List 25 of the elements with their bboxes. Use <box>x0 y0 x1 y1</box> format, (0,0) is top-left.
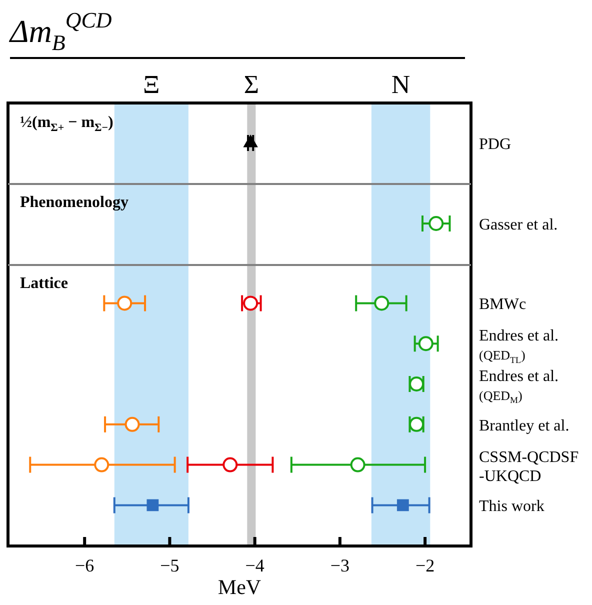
y-tick-label: PDG <box>479 136 512 153</box>
y-tick-label: This work <box>479 498 544 516</box>
x-tick-label: −6 <box>75 556 94 576</box>
point <box>222 457 238 472</box>
annotation: Phenomenology <box>20 194 128 211</box>
x-axis-title: MeV <box>218 574 262 599</box>
x-tick-label: −2 <box>415 556 435 576</box>
band-label: Σ <box>244 70 259 99</box>
point <box>374 296 390 311</box>
y-tick-label: BMWc <box>479 296 526 314</box>
point <box>117 296 132 311</box>
point <box>124 416 140 432</box>
x-tick-label: −4 <box>245 556 264 576</box>
band-label: N <box>391 70 410 99</box>
point <box>396 499 409 512</box>
annotation: Lattice <box>20 275 68 292</box>
band-label: Ξ <box>143 70 160 99</box>
point <box>243 296 258 311</box>
point <box>146 499 159 512</box>
y-tick-label: CSSM-QCDSF -UKQCD <box>479 448 579 485</box>
y-tick-label: Gasser et al. <box>479 216 558 234</box>
y-tick-label: Brantley et al. <box>479 417 570 434</box>
x-tick-label: −5 <box>160 556 180 576</box>
point <box>94 457 110 472</box>
x-tick-label: −3 <box>330 556 350 576</box>
